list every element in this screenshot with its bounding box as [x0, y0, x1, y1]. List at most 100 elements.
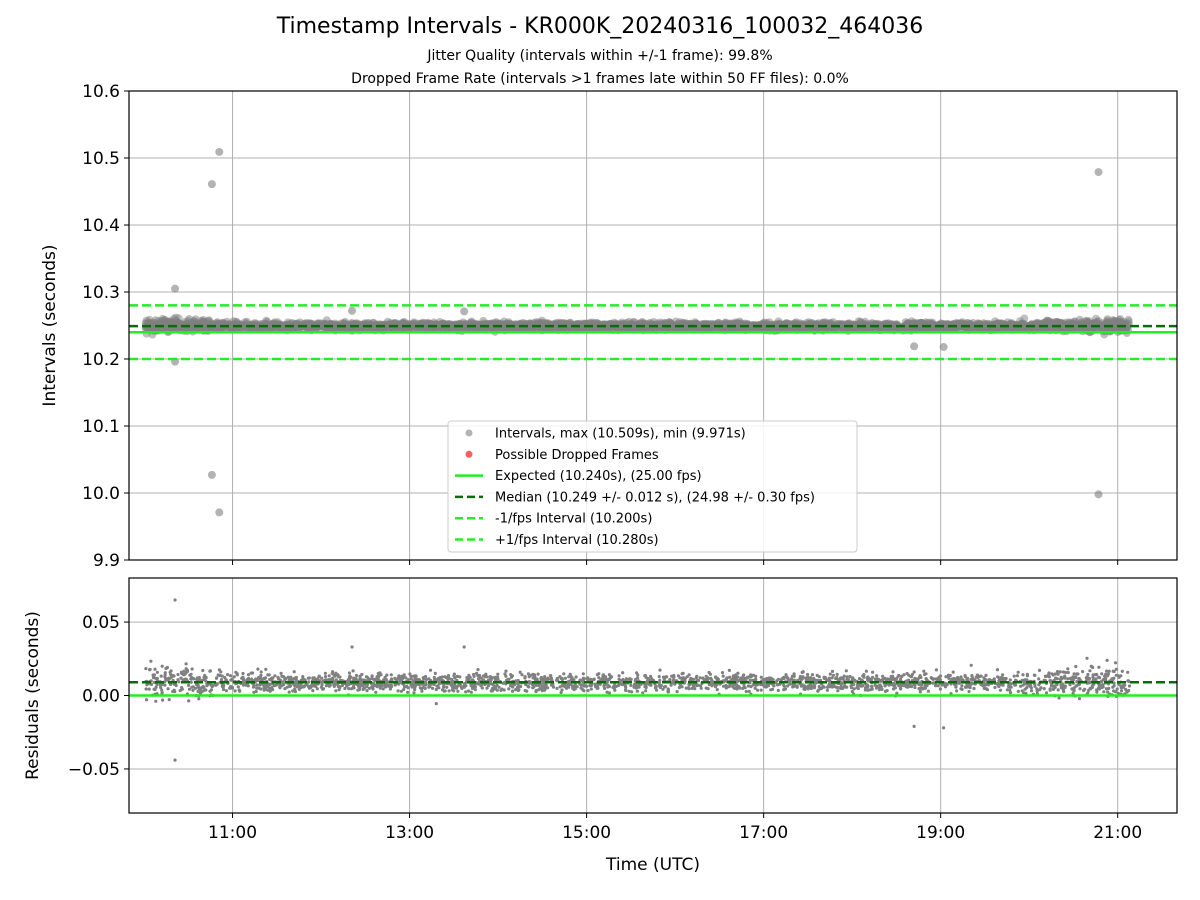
residual-point	[189, 680, 193, 684]
interval-point	[543, 320, 552, 329]
residual-point	[759, 675, 763, 679]
residual-point	[870, 675, 875, 679]
residual-point	[685, 675, 689, 679]
residual-point	[152, 673, 156, 677]
interval-point	[680, 322, 689, 331]
residual-point	[311, 689, 315, 693]
residual-point	[144, 667, 148, 671]
residual-point	[402, 687, 406, 692]
residual-point	[420, 689, 424, 693]
interval-point	[199, 326, 208, 335]
interval-point	[905, 320, 914, 329]
residual-point	[320, 676, 324, 680]
residual-point	[753, 686, 757, 691]
residual-point	[163, 671, 167, 675]
residual-point	[555, 686, 559, 691]
residual-point	[208, 669, 212, 673]
interval-outlier-point	[215, 147, 224, 156]
residual-point	[347, 687, 351, 691]
residual-point	[669, 683, 673, 687]
residual-point	[236, 685, 240, 689]
interval-point	[630, 321, 639, 330]
interval-point	[565, 322, 574, 331]
residual-point	[984, 673, 988, 678]
residual-point	[307, 680, 311, 684]
residual-point	[1105, 669, 1109, 673]
residual-point	[677, 686, 682, 690]
residual-point	[613, 688, 617, 692]
residual-point	[1106, 672, 1110, 676]
residual-point	[722, 684, 726, 688]
residual-point	[343, 686, 347, 691]
residual-point	[434, 702, 438, 706]
residual-point	[413, 688, 417, 692]
residual-point	[998, 688, 1003, 692]
residual-point	[795, 684, 799, 688]
residual-point	[586, 689, 590, 693]
residual-point	[585, 677, 590, 681]
interval-outlier-point	[1094, 490, 1103, 499]
residual-point	[323, 671, 327, 675]
residual-point	[861, 684, 865, 688]
residual-point	[675, 690, 679, 694]
residual-point	[955, 689, 959, 693]
residual-point	[559, 690, 563, 695]
residual-point	[710, 684, 714, 688]
residual-point	[517, 688, 521, 692]
interval-point	[774, 320, 783, 329]
residual-point	[899, 687, 903, 691]
residual-point	[683, 679, 687, 683]
residual-point	[187, 683, 191, 688]
residual-point	[187, 687, 192, 691]
residual-point	[549, 674, 553, 678]
residual-point	[1016, 670, 1020, 674]
interval-point	[499, 321, 508, 330]
residual-point	[287, 690, 291, 694]
residual-point	[1091, 665, 1095, 670]
residual-point	[349, 687, 353, 691]
residual-point	[526, 672, 531, 676]
residual-point	[706, 687, 710, 691]
interval-point	[1003, 318, 1012, 327]
residual-point	[484, 672, 488, 676]
residual-point	[830, 676, 834, 680]
residual-point	[848, 674, 852, 679]
interval-point	[391, 318, 400, 327]
residual-point	[485, 675, 489, 679]
residual-point	[574, 675, 578, 679]
residual-point	[836, 689, 840, 693]
interval-point	[266, 322, 275, 331]
residual-point	[881, 674, 885, 678]
residual-point	[995, 668, 1000, 672]
residual-point	[1030, 689, 1034, 693]
residual-point	[1088, 669, 1092, 673]
residual-point	[273, 674, 277, 678]
interval-point	[729, 320, 738, 329]
residual-point	[431, 686, 435, 690]
residual-point	[161, 698, 165, 702]
interval-point	[167, 318, 176, 327]
residual-point	[698, 676, 702, 680]
residual-point	[607, 691, 612, 695]
residual-point	[315, 687, 319, 691]
residual-point	[788, 679, 792, 684]
interval-point	[199, 317, 208, 326]
residual-point	[165, 665, 169, 670]
interval-point	[787, 322, 796, 331]
residual-point	[1127, 684, 1132, 688]
residual-point	[1114, 667, 1118, 671]
residual-point	[351, 669, 355, 673]
residual-point	[747, 689, 751, 694]
interval-point	[430, 318, 438, 327]
residual-point	[1050, 672, 1054, 676]
residual-point	[160, 664, 164, 668]
dropped-frame-rate-subtitle: Dropped Frame Rate (intervals >1 frames …	[351, 71, 849, 87]
residual-point	[283, 687, 287, 691]
residual-point	[1085, 675, 1089, 679]
interval-outlier-point	[207, 180, 216, 189]
residual-point	[147, 687, 151, 691]
residual-point	[1068, 683, 1072, 687]
residual-point	[947, 676, 951, 681]
